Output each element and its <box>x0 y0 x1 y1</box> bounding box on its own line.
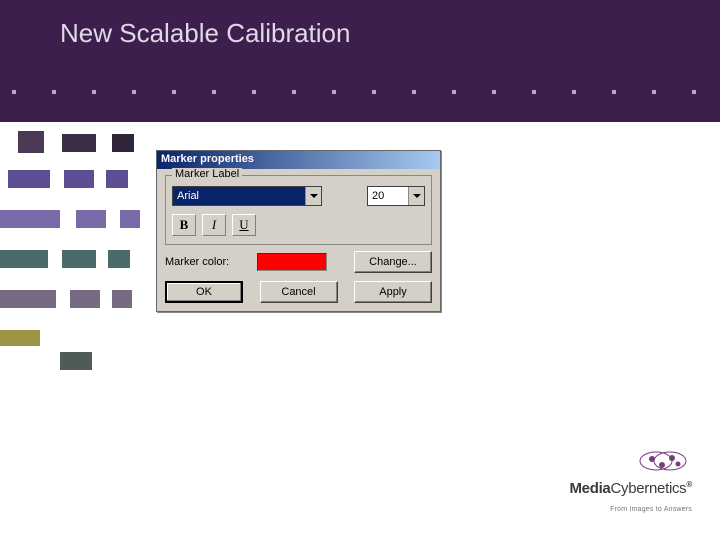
dialog-body: Marker Label Arial 20 B I <box>157 169 440 311</box>
dialog-titlebar[interactable]: Marker properties <box>157 151 440 169</box>
deco-block <box>62 250 96 268</box>
marker-properties-dialog: Marker properties Marker Label Arial 20 <box>156 150 441 312</box>
font-combo-value: Arial <box>173 187 305 205</box>
logo-name-light: Cybernetics <box>610 480 686 497</box>
dialog-button-row: OK Cancel Apply <box>165 281 432 303</box>
ok-button[interactable]: OK <box>165 281 243 303</box>
header-dot <box>332 90 336 94</box>
deco-block <box>60 352 92 370</box>
marker-color-label: Marker color: <box>165 256 229 268</box>
header-dot <box>412 90 416 94</box>
logo: MediaCybernetics® From Images to Answers <box>569 449 692 516</box>
dropdown-arrow-icon[interactable] <box>408 187 424 205</box>
deco-block <box>0 250 48 268</box>
logo-name-bold: Media <box>569 480 610 497</box>
style-row: B I U <box>172 214 425 236</box>
header-dot <box>452 90 456 94</box>
logo-name: MediaCybernetics® <box>569 480 692 497</box>
change-button[interactable]: Change... <box>354 251 432 273</box>
header-dot <box>372 90 376 94</box>
header-dot <box>52 90 56 94</box>
size-combo[interactable]: 20 <box>367 186 425 206</box>
font-row: Arial 20 <box>172 186 425 206</box>
logo-reg: ® <box>686 480 692 489</box>
deco-block <box>64 170 94 188</box>
deco-block <box>76 210 106 228</box>
dropdown-arrow-icon[interactable] <box>305 187 321 205</box>
deco-block <box>106 170 128 188</box>
marker-label-fieldset: Marker Label Arial 20 B I <box>165 175 432 245</box>
cancel-button[interactable]: Cancel <box>260 281 338 303</box>
header-dot <box>652 90 656 94</box>
color-row: Marker color: Change... <box>165 251 432 273</box>
header-dot <box>252 90 256 94</box>
header-dot <box>612 90 616 94</box>
logo-swirl-icon <box>638 449 692 478</box>
deco-block <box>18 131 44 153</box>
size-combo-value: 20 <box>368 187 408 205</box>
deco-block <box>108 250 130 268</box>
deco-block <box>0 290 56 308</box>
deco-block <box>0 330 40 346</box>
header-dot <box>532 90 536 94</box>
header-dot <box>292 90 296 94</box>
header-dot-row <box>0 90 720 100</box>
header-dot <box>12 90 16 94</box>
deco-block <box>112 290 132 308</box>
font-combo[interactable]: Arial <box>172 186 322 206</box>
slide-title: New Scalable Calibration <box>60 18 350 49</box>
logo-tagline: From Images to Answers <box>610 506 692 513</box>
header-dot <box>172 90 176 94</box>
deco-block <box>62 134 96 152</box>
deco-block <box>120 210 140 228</box>
header-dot <box>572 90 576 94</box>
deco-block <box>112 134 134 152</box>
header-dot <box>132 90 136 94</box>
underline-button[interactable]: U <box>232 214 256 236</box>
header-dot <box>692 90 696 94</box>
header-dot <box>92 90 96 94</box>
apply-button[interactable]: Apply <box>354 281 432 303</box>
deco-block <box>70 290 100 308</box>
italic-button[interactable]: I <box>202 214 226 236</box>
deco-block <box>8 170 50 188</box>
fieldset-legend: Marker Label <box>172 168 242 180</box>
header-dot <box>492 90 496 94</box>
bold-button[interactable]: B <box>172 214 196 236</box>
color-swatch <box>257 253 327 271</box>
header-dot <box>212 90 216 94</box>
deco-block <box>0 210 60 228</box>
